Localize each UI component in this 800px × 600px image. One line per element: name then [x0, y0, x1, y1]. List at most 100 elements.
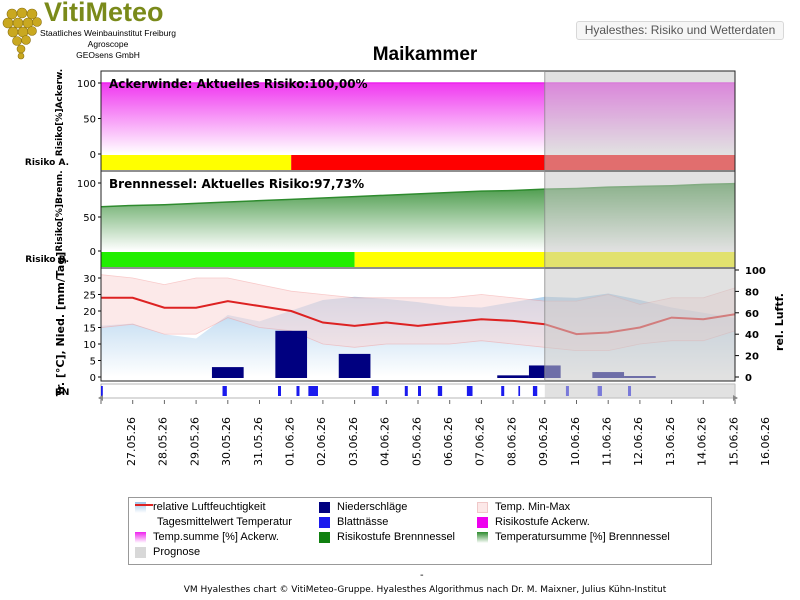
panel3-ytick-right-0: 0: [745, 373, 752, 384]
xtick-16.06.26: 16.06.26: [759, 417, 772, 466]
leaf-wetness-09.06.26-3: [501, 386, 503, 396]
precip-bar-31.05.26: [211, 367, 244, 378]
panel1-title: Ackerwinde: Aktuelles Risiko:100,00%: [109, 77, 368, 91]
panel3-ytick-right-40: 40: [745, 330, 759, 341]
leaf-wetness-prognose-overlay: [544, 384, 735, 398]
legend: relative Luftfeuchtigkeit Niederschläge Te…: [128, 497, 712, 565]
leaf-wetness-03.06.26-5: [313, 386, 316, 396]
leaf-wetness-08.06.26-4: [470, 386, 473, 396]
leaf-wetness-05.06.26-1: [371, 386, 374, 396]
xtick-15.06.26: 15.06.26: [727, 417, 740, 466]
legend-swatch-brennsum: [477, 532, 488, 543]
legend-swatch-leaf: [319, 517, 330, 528]
xtick-08.06.26: 08.06.26: [505, 417, 518, 466]
footer-dash: -: [420, 570, 424, 581]
panel2-prognose-overlay: [544, 171, 735, 268]
xtick-28.05.26: 28.05.26: [157, 417, 170, 466]
leaf-wetness-06.06.26-2: [404, 386, 407, 396]
leaf-wetness-31.05.26-9: [223, 386, 226, 396]
xtick-14.06.26: 14.06.26: [696, 417, 709, 466]
panel3-ylabel-right: rel. Luftf.: [773, 293, 786, 351]
legend-swatch-templine: [135, 504, 153, 506]
xtick-09.06.26: 09.06.26: [537, 417, 550, 466]
xtick-12.06.26: 12.06.26: [632, 417, 645, 466]
leaf-wetness-07.06.26-4: [439, 386, 441, 396]
leaf-wetness-08.06.26-1: [466, 386, 469, 396]
xtick-07.06.26: 07.06.26: [474, 417, 487, 466]
panel2-risk-label: Risiko B.: [25, 255, 69, 265]
leaf-wetness-09.06.26-16: [518, 386, 521, 396]
leaf-wetness-27.05.26-2: [101, 386, 103, 396]
panel3-ytick-left-15: 15: [83, 324, 96, 335]
panel2-risk-bar-0: [101, 252, 355, 267]
xtick-02.06.26: 02.06.26: [315, 417, 328, 466]
legend-label-prognose: Prognose: [153, 546, 201, 558]
xtick-04.06.26: 04.06.26: [379, 417, 392, 466]
xtick-27.05.26: 27.05.26: [125, 417, 138, 466]
leaf-wetness-10.06.26-4: [534, 386, 536, 396]
leaf-wetness-07.06.26-5: [440, 386, 443, 396]
legend-label-brennstufe: Risikostufe Brennnessel: [337, 531, 456, 543]
leaf-wetness-label: BN: [55, 388, 69, 398]
xtick-05.06.26: 05.06.26: [410, 417, 423, 466]
leaf-wetness-03.06.26-2: [309, 386, 312, 396]
panel3-ytick-right-100: 100: [745, 266, 766, 277]
panel3-ytick-left-20: 20: [83, 307, 96, 318]
xtick-10.06.26: 10.06.26: [569, 417, 582, 466]
leaf-wetness-05.06.26-2: [373, 386, 375, 396]
logo-line-1: Staatliches Weinbauinstitut Freiburg: [40, 28, 176, 38]
xtick-29.05.26: 29.05.26: [188, 417, 201, 466]
panel2-ytick-100: 100: [77, 179, 96, 190]
leaf-wetness-03.06.26-6: [314, 386, 317, 396]
panel1-ytick-100: 100: [77, 79, 96, 90]
panel3-ytick-left-5: 5: [90, 357, 96, 368]
legend-label-brennsum: Temperatursumme [%] Brennnessel: [495, 531, 670, 543]
leaf-wetness-03.06.26-3: [311, 386, 313, 396]
legend-swatch-ackerstufe: [477, 517, 488, 528]
panel2-ylabel: Risiko[%]Brenn.: [55, 170, 65, 251]
legend-swatch-ackersum: [135, 532, 146, 543]
panel3-ytick-left-10: 10: [83, 340, 96, 351]
leaf-wetness-02.06.26-17: [297, 386, 300, 396]
panel2-title: Brennnessel: Aktuelles Risiko:97,73%: [109, 177, 364, 191]
leaf-wetness-06.06.26-13: [419, 386, 422, 396]
legend-label-ackersum: Temp.summe [%] Ackerw.: [153, 531, 279, 543]
panel1-prognose-overlay: [544, 71, 735, 171]
leaf-wetness-31.05.26-8: [222, 386, 225, 396]
leaf-wetness-08.06.26-2: [468, 386, 470, 396]
precip-bar-09.06.26: [497, 375, 529, 378]
leaf-wetness-03.06.26-4: [312, 386, 315, 396]
precip-bar-04.06.26: [338, 353, 371, 378]
leaf-wetness-10.06.26-5: [535, 386, 538, 396]
leaf-wetness-02.06.26-16: [296, 386, 299, 396]
leaf-wetness-07.06.26-3: [437, 386, 440, 396]
xtick-06.06.26: 06.06.26: [442, 417, 455, 466]
xtick-11.06.26: 11.06.26: [601, 417, 614, 466]
panel3-ytick-right-80: 80: [745, 287, 759, 298]
leaf-wetness-09.06.26-4: [502, 386, 505, 396]
panel3-ytick-left-30: 30: [83, 274, 96, 285]
legend-label-precip: Niederschläge: [337, 501, 408, 513]
xtick-01.06.26: 01.06.26: [284, 417, 297, 466]
xtick-30.05.26: 30.05.26: [220, 417, 233, 466]
leaf-wetness-06.06.26-3: [406, 386, 408, 396]
legend-swatch-precip: [319, 502, 330, 513]
panel3-frame: [100, 267, 736, 382]
logo-line-3: GEOsens GmbH: [76, 50, 140, 60]
xtick-13.06.26: 13.06.26: [664, 417, 677, 466]
panel3-prognose-overlay: [544, 268, 735, 381]
leaf-wetness-06.06.26-12: [418, 386, 420, 396]
scroll-right-icon: [733, 395, 738, 401]
panel1-ytick-0: 0: [90, 150, 96, 161]
logo-line-2: Agroscope: [87, 39, 129, 49]
leaf-wetness-03.06.26-1: [308, 386, 311, 396]
legend-swatch-prognose: [135, 547, 146, 558]
scroll-left-icon: [98, 395, 103, 401]
leaf-wetness-31.05.26-10: [225, 386, 227, 396]
legend-label-humidity: relative Luftfeuchtigkeit: [153, 501, 266, 513]
legend-swatch-minmax: [477, 502, 488, 513]
panel3-ylabel-left: Tr. [°C], Nied. [mm/Tag]: [54, 252, 67, 397]
legend-swatch-brennstufe: [319, 532, 330, 543]
legend-swatch-humidity: [135, 502, 146, 513]
